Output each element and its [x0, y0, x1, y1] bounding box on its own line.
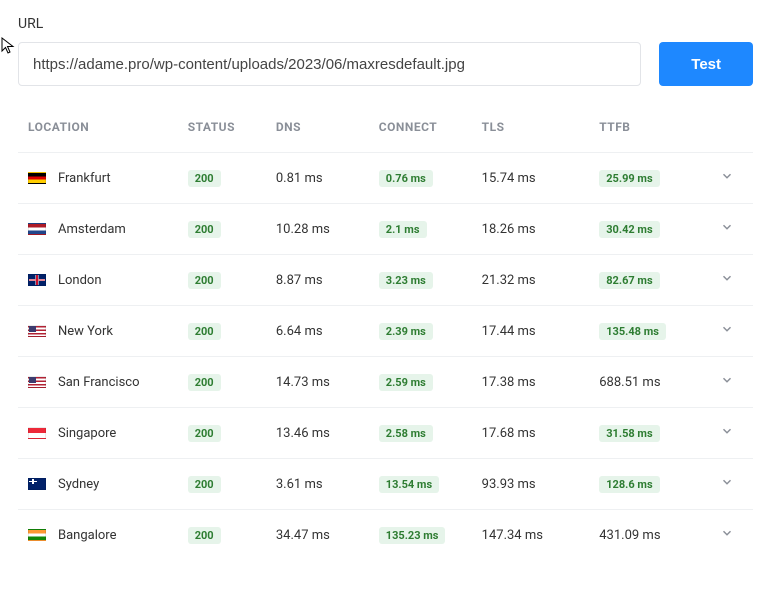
dns-value: 14.73 ms: [276, 375, 330, 390]
table-row: San Francisco 200 14.73 ms 2.59 ms 17.38…: [18, 357, 753, 408]
flag-icon: [28, 274, 46, 286]
status-badge: 200: [188, 527, 221, 544]
location-name: Amsterdam: [58, 222, 126, 237]
expand-row-button[interactable]: [702, 357, 754, 408]
table-row: Sydney 200 3.61 ms 13.54 ms 93.93 ms 128…: [18, 459, 753, 510]
tls-value: 17.44 ms: [482, 324, 536, 339]
dns-value: 13.46 ms: [276, 426, 330, 441]
ttfb-badge: 128.6 ms: [599, 476, 659, 493]
cursor-icon: [0, 36, 18, 54]
dns-value: 34.47 ms: [276, 528, 330, 543]
ttfb-badge: 25.99 ms: [599, 170, 659, 187]
location-name: Singapore: [58, 426, 116, 441]
location-name: New York: [58, 324, 113, 339]
connect-badge: 2.39 ms: [379, 323, 433, 340]
ttfb-badge: 135.48 ms: [599, 323, 666, 340]
connect-badge: 0.76 ms: [379, 170, 433, 187]
expand-row-button[interactable]: [702, 408, 754, 459]
flag-icon: [28, 376, 46, 388]
col-dns: DNS: [268, 110, 371, 153]
table-row: Amsterdam 200 10.28 ms 2.1 ms 18.26 ms 3…: [18, 204, 753, 255]
flag-icon: [28, 325, 46, 337]
col-status: STATUS: [180, 110, 268, 153]
table-row: Frankfurt 200 0.81 ms 0.76 ms 15.74 ms 2…: [18, 153, 753, 204]
url-label: URL: [18, 16, 753, 32]
connect-badge: 135.23 ms: [379, 527, 446, 544]
location-name: London: [58, 273, 102, 288]
connect-badge: 2.58 ms: [379, 425, 433, 442]
dns-value: 3.61 ms: [276, 477, 323, 492]
flag-icon: [28, 223, 46, 235]
location-name: Frankfurt: [58, 171, 111, 186]
table-row: Singapore 200 13.46 ms 2.58 ms 17.68 ms …: [18, 408, 753, 459]
tls-value: 147.34 ms: [482, 528, 543, 543]
dns-value: 10.28 ms: [276, 222, 330, 237]
ttfb-badge: 30.42 ms: [599, 221, 659, 238]
connect-badge: 13.54 ms: [379, 476, 439, 493]
dns-value: 8.87 ms: [276, 273, 323, 288]
flag-icon: [28, 172, 46, 184]
results-table: LOCATION STATUS DNS CONNECT TLS TTFB Fra…: [18, 110, 753, 560]
location-name: San Francisco: [58, 375, 140, 390]
tls-value: 17.68 ms: [482, 426, 536, 441]
connect-badge: 3.23 ms: [379, 272, 433, 289]
status-badge: 200: [188, 476, 221, 493]
dns-value: 0.81 ms: [276, 171, 323, 186]
expand-row-button[interactable]: [702, 510, 754, 561]
status-badge: 200: [188, 323, 221, 340]
table-row: London 200 8.87 ms 3.23 ms 21.32 ms 82.6…: [18, 255, 753, 306]
expand-row-button[interactable]: [702, 459, 754, 510]
status-badge: 200: [188, 374, 221, 391]
location-name: Sydney: [58, 477, 99, 492]
tls-value: 17.38 ms: [482, 375, 536, 390]
status-badge: 200: [188, 425, 221, 442]
url-input[interactable]: [18, 42, 641, 86]
col-tls: TLS: [474, 110, 592, 153]
ttfb-badge: 82.67 ms: [599, 272, 659, 289]
test-button[interactable]: Test: [659, 42, 753, 86]
connect-badge: 2.1 ms: [379, 221, 427, 238]
col-location: LOCATION: [18, 110, 180, 153]
expand-row-button[interactable]: [702, 204, 754, 255]
table-row: Bangalore 200 34.47 ms 135.23 ms 147.34 …: [18, 510, 753, 561]
expand-row-button[interactable]: [702, 255, 754, 306]
flag-icon: [28, 427, 46, 439]
expand-row-button[interactable]: [702, 306, 754, 357]
flag-icon: [28, 478, 46, 490]
flag-icon: [28, 529, 46, 541]
status-badge: 200: [188, 221, 221, 238]
ttfb-badge: 31.58 ms: [599, 425, 659, 442]
status-badge: 200: [188, 272, 221, 289]
connect-badge: 2.59 ms: [379, 374, 433, 391]
tls-value: 21.32 ms: [482, 273, 536, 288]
tls-value: 18.26 ms: [482, 222, 536, 237]
tls-value: 15.74 ms: [482, 171, 536, 186]
table-row: New York 200 6.64 ms 2.39 ms 17.44 ms 13…: [18, 306, 753, 357]
ttfb-value: 688.51 ms: [599, 375, 660, 390]
ttfb-value: 431.09 ms: [599, 528, 660, 543]
dns-value: 6.64 ms: [276, 324, 323, 339]
status-badge: 200: [188, 170, 221, 187]
expand-row-button[interactable]: [702, 153, 754, 204]
location-name: Bangalore: [58, 528, 116, 543]
url-row: Test: [18, 42, 753, 86]
tls-value: 93.93 ms: [482, 477, 536, 492]
col-connect: CONNECT: [371, 110, 474, 153]
col-ttfb: TTFB: [591, 110, 701, 153]
